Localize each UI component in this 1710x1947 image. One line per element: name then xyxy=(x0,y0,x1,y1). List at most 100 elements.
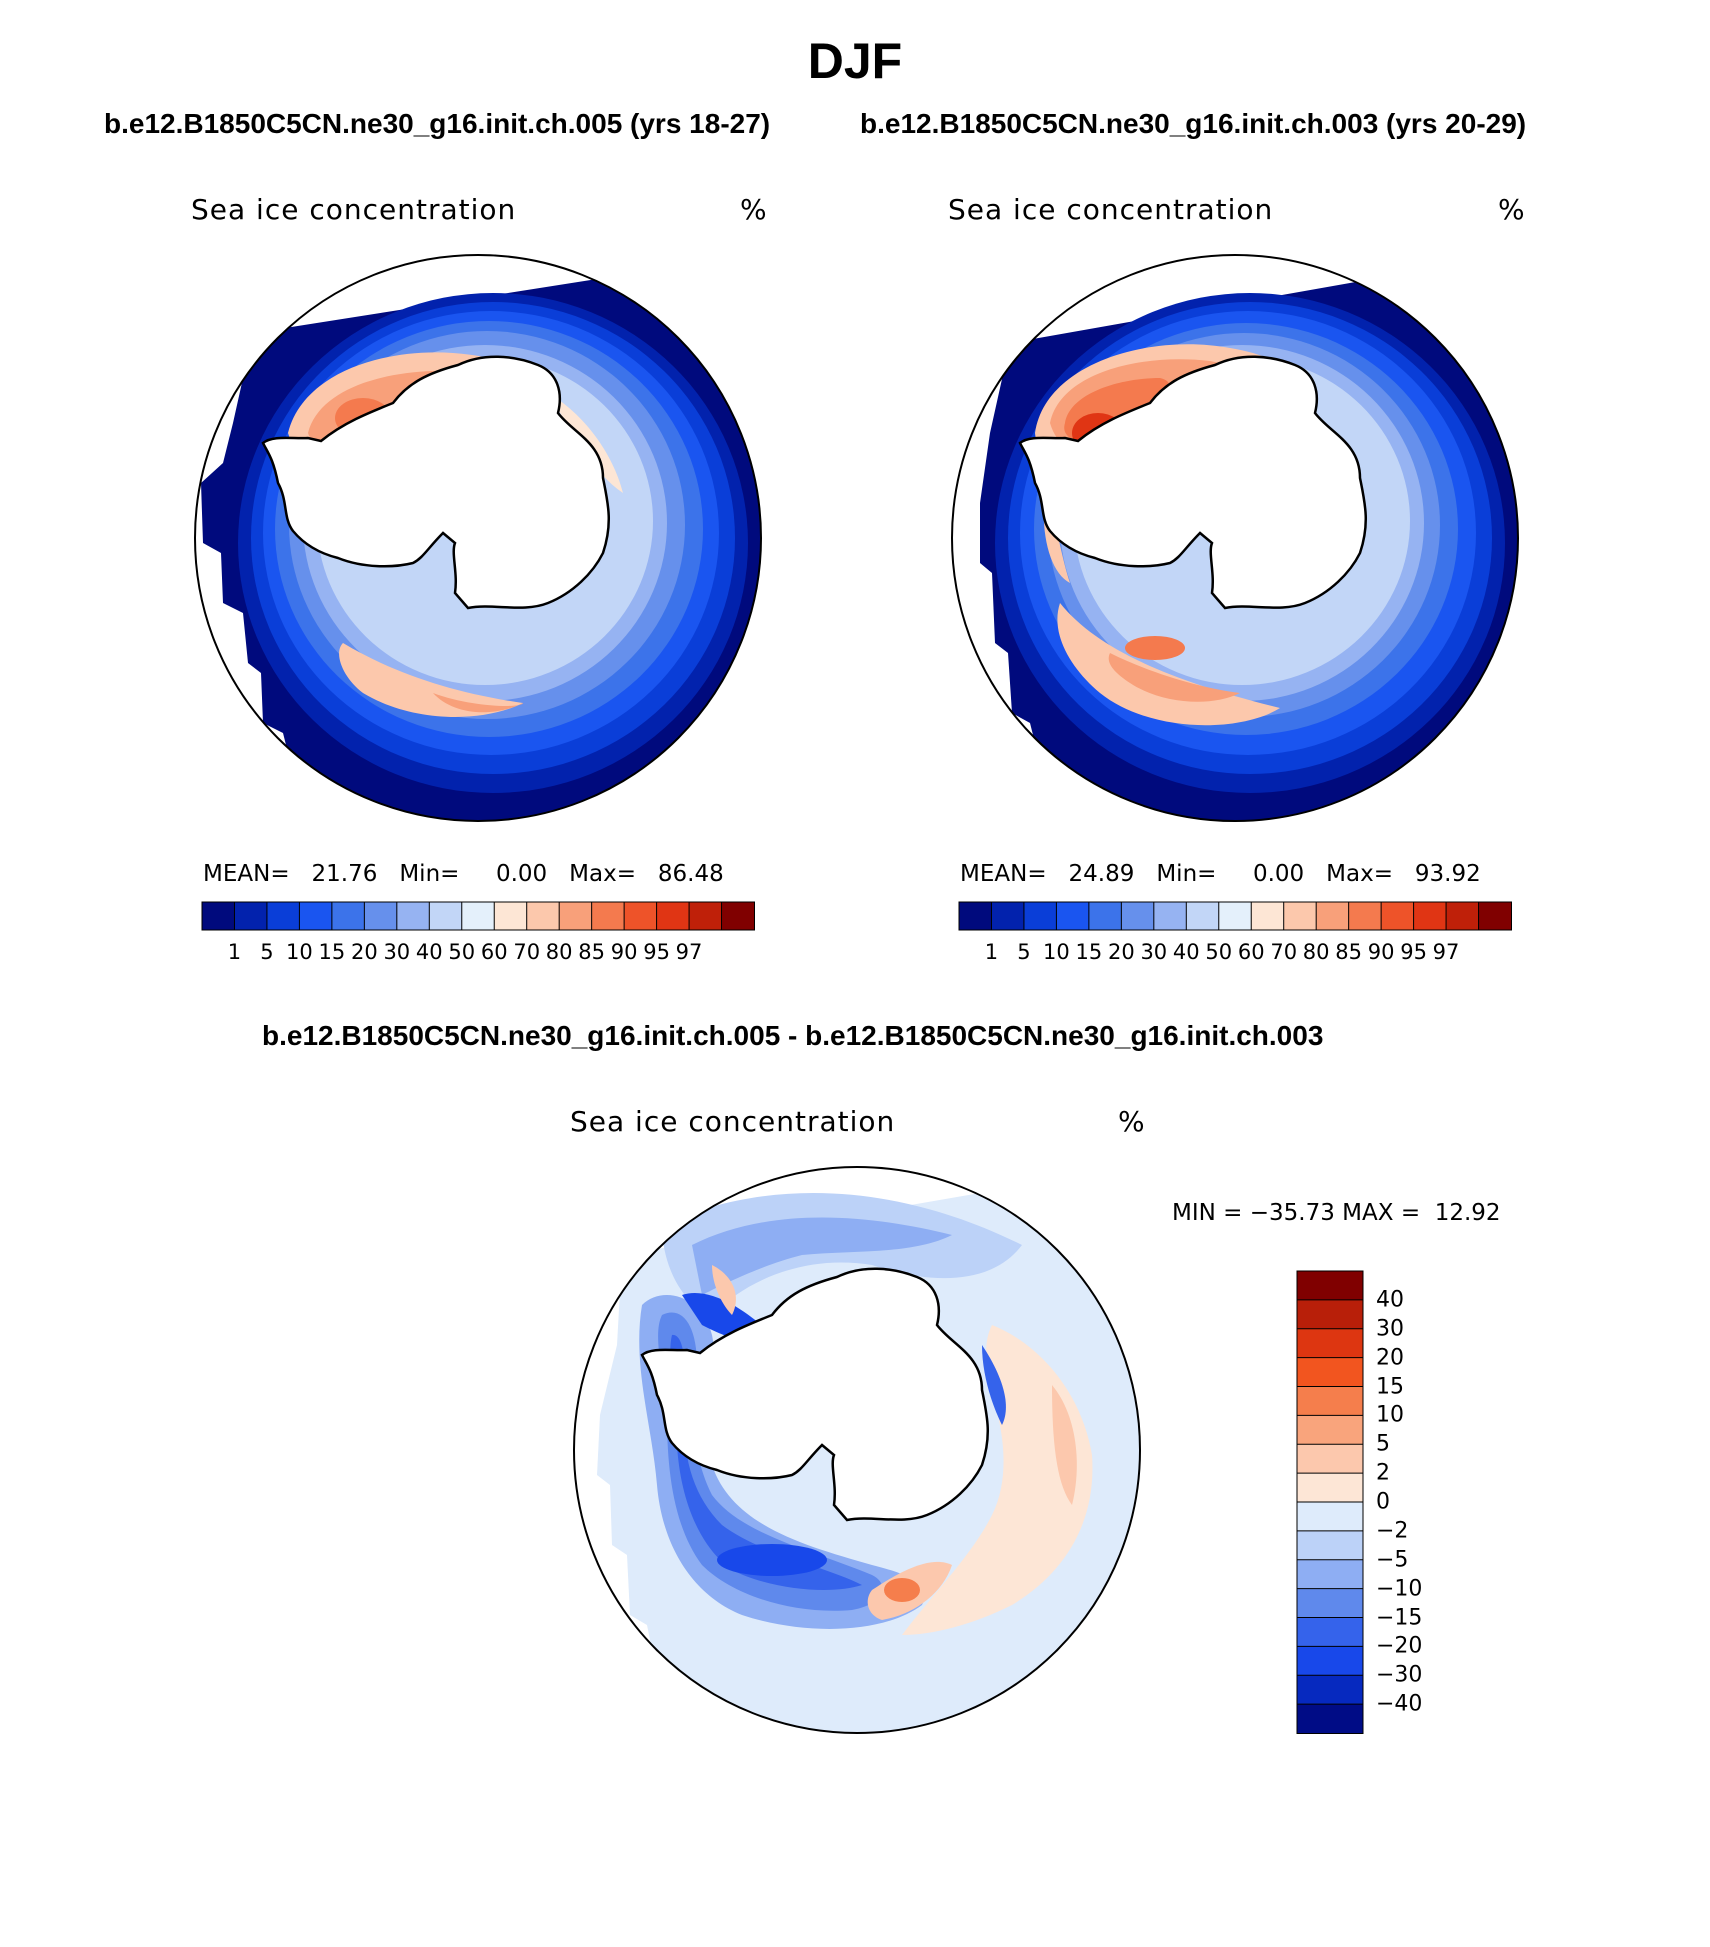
panel1-colorbar-swatch xyxy=(298,901,333,931)
panel1-colorbar-tick-label: 70 xyxy=(513,940,541,964)
panel2-colorbar-swatch xyxy=(1348,901,1383,931)
panel3-colorbar-swatch xyxy=(1296,1472,1364,1503)
panel3-colorbar-tick-label: 15 xyxy=(1376,1374,1404,1399)
panel3-colorbar-swatch xyxy=(1296,1299,1364,1330)
panel1-colorbar-tick-label: 5 xyxy=(260,940,274,964)
panel2-max-value: 93.92 xyxy=(1414,861,1481,887)
panel2-colorbar-swatch xyxy=(1120,901,1155,931)
panel2-colorbar-swatch xyxy=(1445,901,1480,931)
panel1-colorbar-tick-label: 10 xyxy=(286,940,313,964)
panel3-colorbar-swatch xyxy=(1296,1386,1364,1417)
panel2-colorbar-swatch xyxy=(990,901,1025,931)
panel1-colorbar-tick-label: 30 xyxy=(383,940,411,964)
panel1-colorbar-tick-label: 1 xyxy=(227,940,242,964)
panel3-min-value: −35.73 xyxy=(1249,1200,1335,1226)
panel2-polar-map xyxy=(951,254,1519,822)
panel3-min-label: MIN = xyxy=(1172,1200,1243,1226)
panel3-colorbar-swatch xyxy=(1296,1674,1364,1706)
panel2-colorbar-tick-label: 10 xyxy=(1043,940,1070,964)
panel2-mean-label: MEAN= xyxy=(960,861,1047,887)
panel3-colorbar-tick-label: 5 xyxy=(1376,1431,1390,1457)
panel3-colorbar-swatch xyxy=(1296,1559,1364,1590)
header-case-003: b.e12.B1850C5CN.ne30_g16.init.ch.003 (yr… xyxy=(860,108,1527,139)
panel1-colorbar-swatch xyxy=(396,901,431,931)
panel3-colorbar xyxy=(1296,1270,1364,1734)
panel1-colorbar-tick-label: 15 xyxy=(318,940,346,964)
panel3-colorbar-tick-label: 40 xyxy=(1376,1287,1404,1313)
panel2-colorbar-tick-label: 60 xyxy=(1237,940,1265,964)
panel1-colorbar-swatch xyxy=(233,901,268,931)
panel1-colorbar-tick-label: 50 xyxy=(448,940,476,964)
panel2-colorbar-tick-label: 85 xyxy=(1335,940,1363,964)
panel2-colorbar-tick-label: 30 xyxy=(1140,940,1168,964)
panel2-stats: MEAN= 24.89 Min= 0.00 Max= 93.92 xyxy=(960,861,1481,887)
panel3-colorbar-swatch xyxy=(1296,1270,1364,1301)
panel1-colorbar-tick-label: 85 xyxy=(578,940,606,964)
panel2-colorbar-swatch xyxy=(1023,901,1058,931)
panel1-colorbar-swatch xyxy=(623,901,658,931)
panel3-max-value: 12.92 xyxy=(1434,1200,1501,1226)
panel2-max-label: Max= xyxy=(1326,861,1393,887)
panel1-colorbar-tick-label: 90 xyxy=(610,940,638,964)
panel2-colorbar-swatch xyxy=(1055,901,1090,931)
panel2-colorbar-tick-label: 50 xyxy=(1205,940,1233,964)
panel2-colorbar-tick-label: 95 xyxy=(1400,940,1427,964)
panel2-min-label: Min= xyxy=(1156,861,1217,887)
panel1-colorbar-swatch xyxy=(461,901,496,931)
panel2-colorbar-swatch xyxy=(1315,901,1350,931)
panel3-colorbar-tick-label: 10 xyxy=(1376,1402,1404,1428)
panel2-colorbar-swatch xyxy=(1413,901,1448,931)
panel1-mean-label: MEAN= xyxy=(203,861,290,887)
panel1-colorbar-swatch xyxy=(558,901,593,931)
panel2-colorbar-tick-label: 1 xyxy=(984,940,999,964)
panel1-colorbar-swatch xyxy=(428,901,463,931)
panel1-units: % xyxy=(740,193,768,226)
panel3-stats: MIN = −35.73 MAX = 12.92 xyxy=(1172,1200,1501,1226)
figure-title: DJF xyxy=(807,33,903,89)
panel2-colorbar-tick-label: 70 xyxy=(1270,940,1298,964)
panel2-colorbar-ticks: 1 5 10 15 20 30 40 50 60 70 80 85 90 95 97 xyxy=(959,940,1511,966)
panel3-difference-map xyxy=(573,1166,1141,1734)
panel1-mean-value: 21.76 xyxy=(311,861,378,887)
panel1-stats: MEAN= 21.76 Min= 0.00 Max= 86.48 xyxy=(203,861,724,887)
panel1-colorbar-swatch xyxy=(721,901,756,931)
panel1-max-value: 86.48 xyxy=(657,861,724,887)
panel1-min-label: Min= xyxy=(399,861,460,887)
panel1-colorbar-tick-label: 80 xyxy=(545,940,573,964)
header-case-005: b.e12.B1850C5CN.ne30_g16.init.ch.005 (yr… xyxy=(104,108,771,139)
panel3-colorbar-tick-label: −40 xyxy=(1376,1691,1423,1717)
panel3-colorbar-tick-label: −2 xyxy=(1376,1518,1409,1544)
panel3-variable-label: Sea ice concentration xyxy=(570,1105,896,1138)
panel2-colorbar-swatch xyxy=(1380,901,1415,931)
panel2-colorbar-swatch xyxy=(1185,901,1220,931)
panel3-colorbar-swatch xyxy=(1296,1530,1364,1561)
panel2-colorbar xyxy=(958,901,1513,931)
panel2-colorbar-swatch xyxy=(958,901,993,931)
panel1-colorbar-tick-label: 60 xyxy=(480,940,508,964)
panel2-colorbar-tick-label: 20 xyxy=(1107,940,1135,964)
panel3-colorbar-tick-label: −15 xyxy=(1376,1605,1423,1630)
panel3-colorbar-swatch xyxy=(1296,1588,1364,1619)
panel2-colorbar-swatch xyxy=(1250,901,1285,931)
panel3-colorbar-tick-label: −30 xyxy=(1376,1662,1423,1688)
panel3-colorbar-swatch xyxy=(1296,1443,1364,1475)
panel3-colorbar-tick-label: 0 xyxy=(1376,1489,1390,1515)
panel3-units: % xyxy=(1118,1105,1146,1138)
panel2-colorbar-tick-label: 40 xyxy=(1172,940,1200,964)
panel3-colorbar-swatch xyxy=(1296,1328,1364,1359)
panel1-colorbar-swatch xyxy=(493,901,528,931)
panel1-colorbar-swatch xyxy=(363,901,398,931)
difference-header: b.e12.B1850C5CN.ne30_g16.init.ch.005 - b… xyxy=(262,1020,1324,1051)
panel3-max-label: MAX = xyxy=(1342,1200,1421,1226)
panel1-variable-label: Sea ice concentration xyxy=(191,193,517,226)
panel2-units: % xyxy=(1498,193,1526,226)
panel3-colorbar-swatch xyxy=(1296,1414,1364,1446)
panel2-colorbar-swatch xyxy=(1088,901,1123,931)
panel2-colorbar-tick-label: 90 xyxy=(1367,940,1395,964)
panel2-colorbar-tick-label: 97 xyxy=(1432,940,1460,964)
panel1-colorbar-swatch xyxy=(266,901,301,931)
panel3-colorbar-swatch xyxy=(1296,1703,1364,1734)
panel3-colorbar-tick-label: 20 xyxy=(1376,1345,1404,1371)
panel1-colorbar-swatch xyxy=(688,901,723,931)
panel2-colorbar-swatch xyxy=(1283,901,1318,931)
